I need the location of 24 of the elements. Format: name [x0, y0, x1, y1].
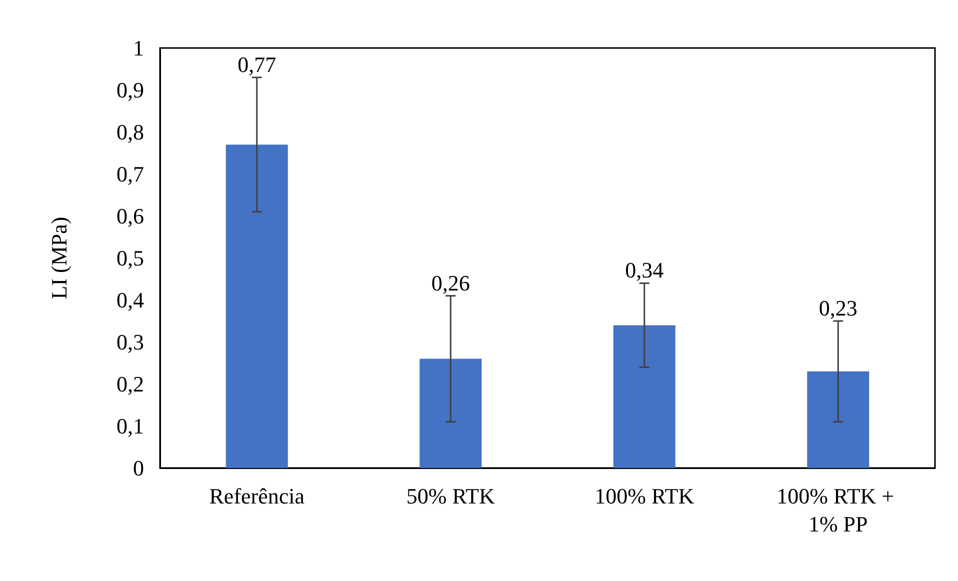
- x-tick-label: 100% RTK: [594, 484, 694, 508]
- data-label: 0,34: [625, 258, 664, 283]
- x-tick-label: 100% RTK + 1% PP: [776, 484, 900, 536]
- y-tick-label: 0,9: [116, 78, 144, 102]
- bar: [807, 371, 870, 468]
- bar: [226, 144, 288, 468]
- y-tick-label: 0,7: [116, 162, 144, 186]
- y-tick-label: 0,8: [116, 120, 144, 144]
- y-tick-label: 0,1: [116, 414, 144, 438]
- y-tick-label: 0: [133, 456, 144, 480]
- bar: [613, 325, 676, 468]
- y-tick-label: 1: [133, 36, 144, 60]
- y-tick-label: 0,4: [116, 288, 144, 312]
- y-tick-label: 0,5: [116, 246, 144, 270]
- data-label: 0,23: [818, 296, 858, 320]
- y-axis-title: LI (MPa): [46, 216, 72, 300]
- data-label: 0,26: [431, 270, 470, 296]
- y-tick-label: 0,3: [116, 330, 144, 354]
- bar: [420, 358, 482, 468]
- x-tick-label: 50% RTK: [406, 484, 495, 508]
- x-tick-label: Referência: [209, 484, 305, 508]
- y-tick-label: 0,2: [116, 372, 144, 396]
- y-tick-label: 0,6: [116, 204, 144, 228]
- data-label: 0,77: [238, 52, 276, 77]
